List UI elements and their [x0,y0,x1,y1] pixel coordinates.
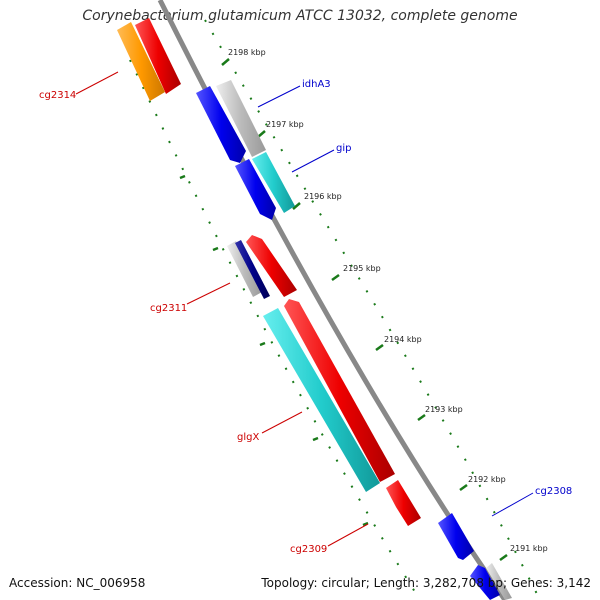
gene-arrow-glgX-cyan[interactable] [263,308,380,492]
leader-line-cg2314 [75,71,119,95]
label-leaders [75,71,534,547]
gene-arrow-gray-upper[interactable] [216,80,266,157]
topology-text: Topology: circular; Length: 3,282,708 bp… [261,576,591,590]
tick-mark [375,343,384,352]
tick-label: 2195 kbp [343,264,381,273]
gene-features [117,18,512,600]
gene-arrow-cg2311-navy[interactable] [235,240,270,299]
leader-line-cg2311 [186,282,231,305]
gene-arrow-gip-cyan[interactable] [252,152,295,213]
gene-label-cg2308[interactable]: cg2308 [535,486,572,497]
gene-label-cg2314[interactable]: cg2314 [39,90,76,101]
gene-arrow-idhA3[interactable] [196,86,246,163]
tick-mark [257,130,266,138]
accession-text: Accession: NC_006958 [9,576,146,590]
gene-label-glgX[interactable]: glgX [237,432,259,443]
tick-label: 2194 kbp [384,335,422,344]
tick-mark [259,341,266,347]
tick-mark [221,58,230,66]
tick-label: 2197 kbp [266,120,304,129]
tick-label: 2198 kbp [228,48,266,57]
tick-mark [292,202,301,210]
tick-label: 2191 kbp [510,544,548,553]
gene-arrow-gip-blue[interactable] [235,159,276,220]
tick-label: 2196 kbp [304,192,342,201]
gene-arrow-gray-mid[interactable] [227,241,262,297]
gene-arrow-cg2309[interactable] [386,480,421,526]
gene-arrow-gray-bottom[interactable] [486,563,512,600]
gene-arrow-glgX-red[interactable] [284,299,395,482]
leader-line-cg2309 [327,523,369,547]
tick-mark [459,483,468,492]
gene-arrow-blue-bottom[interactable] [470,565,500,600]
tick-mark [499,553,508,562]
gene-label-cg2311[interactable]: cg2311 [150,303,187,314]
leader-line-glgX [261,411,303,434]
gene-arrow-cg2314-orange[interactable] [117,22,165,101]
gene-arrow-red-mid[interactable] [246,235,297,297]
tick-mark [417,413,426,422]
gene-label-cg2309[interactable]: cg2309 [290,544,327,555]
tick-label: 2193 kbp [425,405,463,414]
gene-arrow-red-top[interactable] [135,18,181,94]
leader-line-gip [291,149,335,173]
tick-mark [312,436,319,442]
tick-mark [331,273,340,282]
gene-arrow-cg2308[interactable] [438,513,474,560]
page-title: Corynebacterium glutamicum ATCC 13032, c… [82,8,518,24]
gene-label-idhA3[interactable]: idhA3 [302,79,331,90]
tick-mark [212,246,219,252]
tick-mark [362,521,369,527]
tick-mark [179,174,186,180]
tick-marks [179,58,508,562]
outer-dotted-track [204,19,541,600]
tick-label: 2192 kbp [468,475,506,484]
leader-line-cg2308 [491,492,534,517]
leader-line-idhA3 [257,85,301,108]
gene-label-gip[interactable]: gip [336,143,351,154]
